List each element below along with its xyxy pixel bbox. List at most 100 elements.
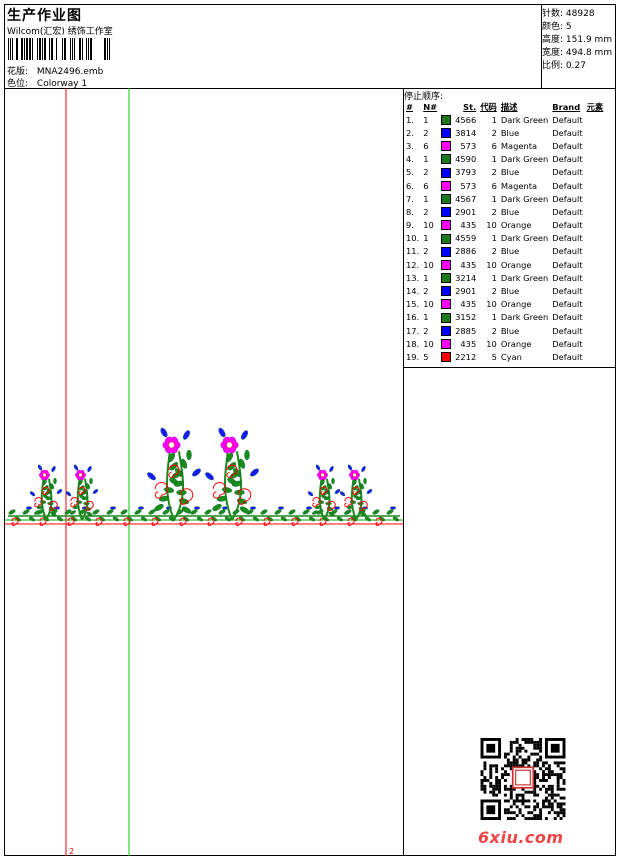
design-file-line: 花版: MNA2496.emb (7, 64, 103, 77)
row-desc: Magenta (500, 140, 538, 151)
color-swatch (441, 299, 452, 310)
row-needle: 10 (423, 338, 434, 349)
row-code: 2 (491, 167, 497, 178)
row-desc: Orange (500, 259, 532, 270)
colorway-label: 色位: (7, 79, 29, 89)
row-needle: 2 (423, 127, 429, 138)
row-needle: 2 (423, 206, 429, 217)
row-index: 4. (406, 154, 414, 165)
row-stitches: 2901 (455, 286, 477, 297)
row-index: 19. (406, 351, 420, 362)
row-element (585, 126, 606, 139)
bouquet-right-b (339, 464, 373, 521)
row-code: 1 (491, 193, 497, 204)
row-stitches: 3152 (455, 312, 477, 323)
stat-scale: 比例: 0.27 (542, 61, 586, 71)
row-brand: Default (552, 351, 583, 362)
row-needle: 2 (423, 286, 429, 297)
row-brand: Default (552, 193, 583, 204)
table-row: 8. 2 2901 2 Blue Default (404, 205, 605, 218)
row-needle: 5 (423, 351, 429, 362)
bouquet-left-a (29, 464, 63, 521)
row-needle: 1 (423, 312, 429, 323)
row-desc: Orange (500, 220, 532, 231)
row-index: 8. (406, 206, 414, 217)
row-swatch (439, 232, 453, 245)
col-brand: Brand (552, 101, 581, 112)
row-swatch (439, 166, 453, 179)
bouquet-center-right (205, 427, 259, 521)
row-needle: 2 (423, 325, 429, 336)
row-desc: Cyan (500, 351, 522, 362)
row-stitches: 435 (460, 259, 477, 270)
row-needle: 2 (423, 167, 429, 178)
color-swatch (441, 167, 452, 178)
col-desc: 描述 (500, 101, 518, 112)
row-code: 1 (491, 312, 497, 323)
row-needle: 1 (423, 233, 429, 244)
row-desc: Magenta (500, 180, 538, 191)
row-code: 2 (491, 286, 497, 297)
row-brand: Default (552, 167, 583, 178)
design-preview[interactable]: 2 (4, 88, 404, 856)
bouquet-center-left (147, 427, 201, 521)
color-swatch (441, 207, 452, 218)
color-swatch (441, 233, 452, 244)
row-index: 1. (406, 114, 414, 125)
row-swatch (439, 205, 453, 218)
row-element (585, 258, 606, 271)
row-swatch (439, 324, 453, 337)
row-brand: Default (552, 140, 583, 151)
row-code: 2 (491, 246, 497, 257)
row-code: 6 (491, 140, 497, 151)
row-brand: Default (552, 272, 583, 283)
row-desc: Blue (500, 167, 520, 178)
row-needle: 2 (423, 246, 429, 257)
colorway-line: 色位: Colorway 1 (7, 76, 87, 89)
color-swatch (441, 273, 452, 284)
stop-sequence-panel: 停止顺序: # N# St. 代码 描述 Brand 元素 1. 1 4566 1 Da… (404, 88, 616, 368)
row-element (585, 284, 606, 297)
color-swatch (441, 339, 452, 350)
row-element (585, 219, 606, 232)
row-index: 15. (406, 299, 420, 310)
table-header-row: # N# St. 代码 描述 Brand 元素 (404, 100, 605, 113)
bouquet-right-a (307, 464, 341, 521)
color-swatch (441, 352, 452, 363)
row-stitches: 2212 (455, 351, 477, 362)
table-row: 14. 2 2901 2 Blue Default (404, 284, 605, 297)
col-needle: N# (423, 101, 438, 112)
row-brand: Default (552, 286, 583, 297)
axis-marker: 2 (69, 847, 74, 856)
row-index: 7. (406, 193, 414, 204)
table-row: 9. 10 435 10 Orange Default (404, 219, 605, 232)
row-code: 6 (491, 180, 497, 191)
row-code: 10 (486, 299, 497, 310)
row-swatch (439, 192, 453, 205)
design-file-value: MNA2496.emb (36, 67, 104, 77)
color-swatch (441, 154, 452, 165)
stop-sequence-table: # N# St. 代码 描述 Brand 元素 1. 1 4566 1 Dark Gre… (404, 100, 605, 364)
table-row: 17. 2 2885 2 Blue Default (404, 324, 605, 337)
row-brand: Default (552, 246, 583, 257)
row-element (585, 139, 606, 152)
row-swatch (439, 337, 453, 350)
stop-sequence-title: 停止顺序: (404, 92, 444, 102)
row-element (585, 271, 606, 284)
row-swatch (439, 284, 453, 297)
stat-stitches: 针数: 48928 (542, 9, 595, 19)
row-element (585, 337, 606, 350)
embroidery-canvas: 2 (4, 88, 403, 856)
row-swatch (439, 113, 453, 126)
color-swatch (441, 141, 452, 152)
row-swatch (439, 311, 453, 324)
company-name: Wilcom(汇宏) 绣饰工作室 (7, 27, 113, 37)
row-brand: Default (552, 220, 583, 231)
row-needle: 10 (423, 259, 434, 270)
row-index: 16. (406, 312, 420, 323)
color-swatch (441, 193, 452, 204)
row-element (585, 166, 606, 179)
header-info: 生产作业图 Wilcom(汇宏) 绣饰工作室 花版: MNA2496.emb 色… (4, 4, 542, 89)
row-brand: Default (552, 325, 583, 336)
stat-height: 高度: 151.9 mm (542, 35, 613, 45)
